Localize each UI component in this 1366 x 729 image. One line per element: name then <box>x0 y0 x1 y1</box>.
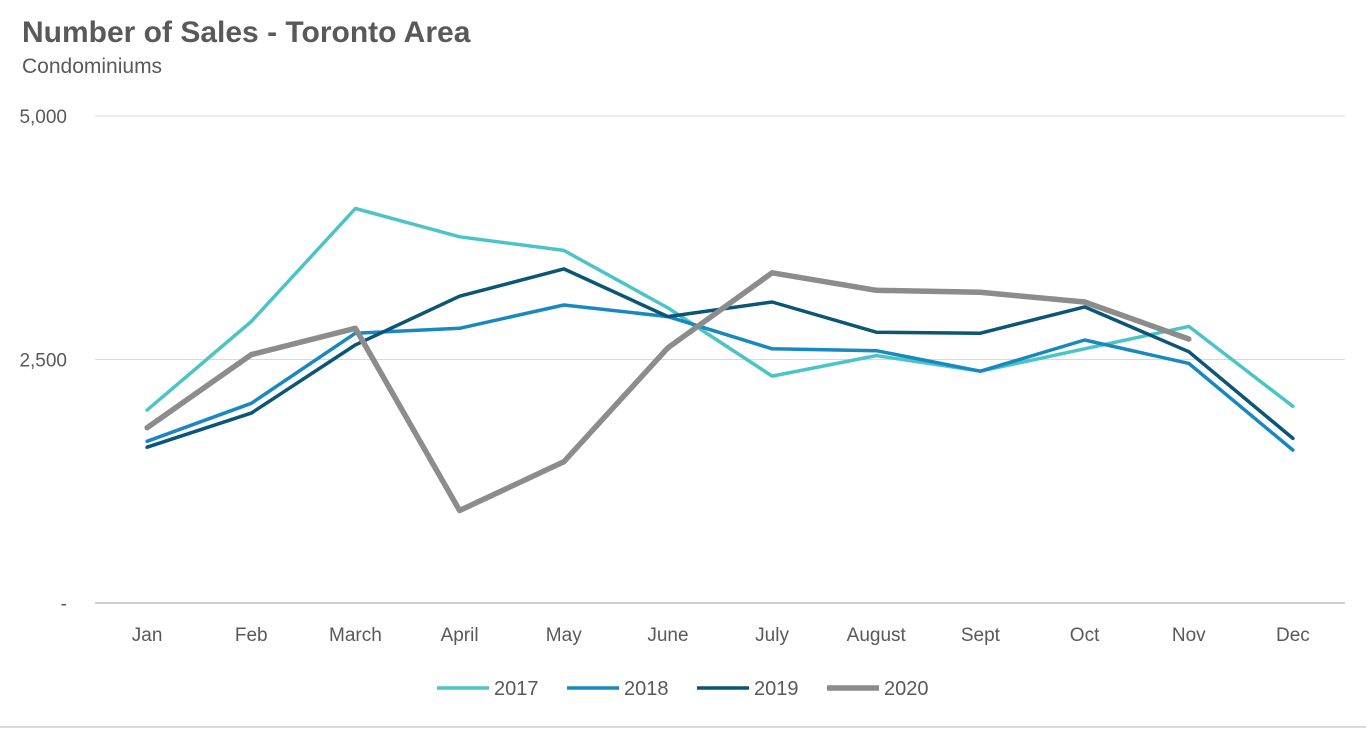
legend-label-2017: 2017 <box>494 678 539 700</box>
x-tick-label: Jan <box>132 625 163 646</box>
x-tick-label: Oct <box>1070 625 1100 646</box>
x-tick-label: Feb <box>235 625 268 646</box>
series-line-2018 <box>145 303 1295 452</box>
y-tick-label: - <box>61 594 67 615</box>
legend-label-2018: 2018 <box>624 678 669 700</box>
chart-title: Number of Sales - Toronto Area <box>22 16 471 49</box>
x-tick-label: Sept <box>961 625 1001 646</box>
x-tick-label: August <box>847 625 907 646</box>
x-tick-label: Dec <box>1276 625 1310 646</box>
legend-label-2019: 2019 <box>754 678 799 700</box>
x-tick-label: May <box>546 625 582 646</box>
x-tick-label: March <box>329 625 382 646</box>
x-tick-label: Nov <box>1172 625 1206 646</box>
series-line-2020 <box>144 270 1192 514</box>
y-tick-label: 5,000 <box>19 107 67 128</box>
x-tick-label: June <box>647 625 688 646</box>
legend-label-2020: 2020 <box>884 678 929 700</box>
y-tick-label: 2,500 <box>19 351 67 372</box>
x-tick-label: April <box>441 625 479 646</box>
chart-subtitle: Condominiums <box>22 55 163 78</box>
x-tick-label: July <box>755 625 789 646</box>
